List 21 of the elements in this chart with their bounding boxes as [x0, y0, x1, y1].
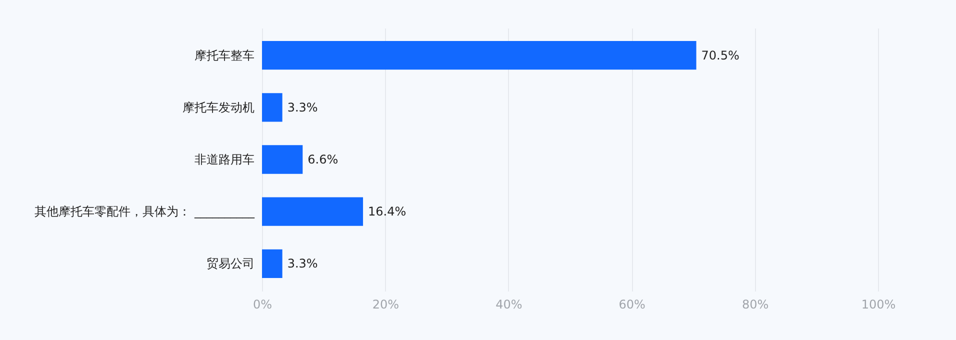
- x-tick-label: 0%: [252, 298, 272, 312]
- x-tick-label: 60%: [618, 298, 646, 312]
- y-tick-label: 摩托车发动机: [182, 100, 254, 114]
- x-tick-label: 100%: [861, 298, 896, 312]
- data-label: 6.6%: [308, 152, 338, 166]
- bar: [262, 93, 282, 122]
- x-tick-label: 80%: [742, 298, 769, 312]
- data-label: 3.3%: [287, 100, 318, 114]
- x-tick-label: 20%: [372, 298, 400, 312]
- x-tick-label: 40%: [496, 298, 522, 312]
- bar: [262, 41, 696, 70]
- data-label: 16.4%: [368, 204, 406, 219]
- bar: [262, 145, 303, 174]
- y-tick-label: 非道路用车: [194, 152, 254, 166]
- bar: [262, 197, 364, 226]
- y-tick-label: 摩托车整车: [194, 48, 254, 62]
- data-label: 70.5%: [701, 48, 740, 62]
- bar: [262, 249, 282, 278]
- y-tick-label: 贸易公司: [206, 256, 254, 271]
- y-tick-label: 其他摩托车零配件，具体为： __________: [34, 204, 256, 219]
- data-label: 3.3%: [287, 256, 318, 271]
